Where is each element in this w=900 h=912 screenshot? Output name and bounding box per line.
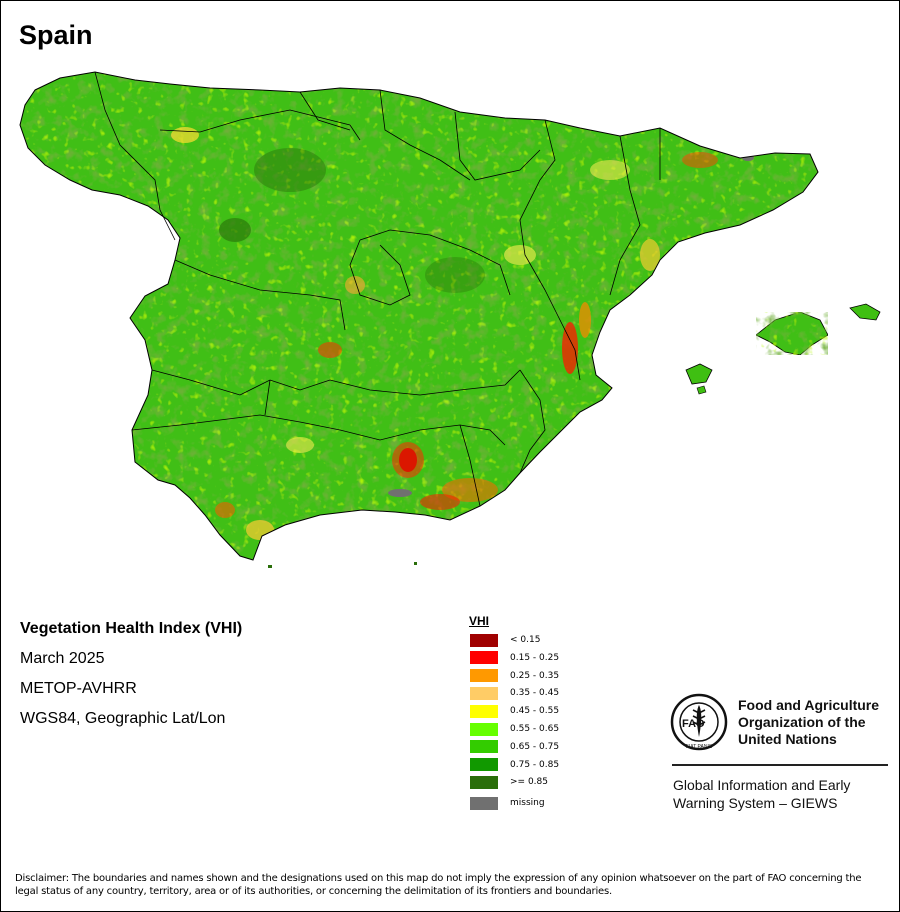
legend-swatch <box>470 651 498 665</box>
legend-label: 0.25 - 0.35 <box>510 670 560 681</box>
legend-label: < 0.15 <box>510 635 541 645</box>
legend-label: 0.55 - 0.65 <box>510 724 560 734</box>
legend-item: 0.65 - 0.75 <box>470 740 559 754</box>
legend-item: 0.35 - 0.45 <box>470 686 559 700</box>
legend-missing-label: missing <box>510 798 545 808</box>
legend-swatch <box>470 669 498 683</box>
legend-missing: missing <box>470 796 545 810</box>
balearic-islands <box>685 303 881 395</box>
map-title: Spain <box>19 20 93 50</box>
legend-title: VHI <box>469 614 490 628</box>
giews-line2: Warning System – GIEWS <box>673 795 838 811</box>
legend-swatch <box>470 775 498 789</box>
legend-label: 0.65 - 0.75 <box>510 741 560 752</box>
legend-swatch <box>470 722 498 736</box>
admin-boundaries <box>94 71 661 507</box>
legend-swatch <box>470 633 498 647</box>
missing-patch <box>388 489 412 497</box>
organization-name-line3: United Nations <box>738 731 837 747</box>
legend-swatch <box>470 686 498 700</box>
legend-missing-swatch <box>470 796 498 810</box>
vhi-map <box>19 71 881 568</box>
legend-item: >= 0.85 <box>470 775 548 789</box>
legend-label: 0.75 - 0.85 <box>510 759 560 770</box>
giews-name: Global Information and Early Warning Sys… <box>673 776 850 812</box>
map-projection: WGS84, Geographic Lat/Lon <box>20 710 226 727</box>
legend-label: 0.45 - 0.55 <box>510 706 560 717</box>
ceuta-marker <box>268 565 272 568</box>
map-period: March 2025 <box>20 650 105 667</box>
index-name: Vegetation Health Index (VHI) <box>20 620 243 637</box>
legend-swatch <box>470 758 498 772</box>
legend-item: 0.75 - 0.85 <box>470 758 559 772</box>
fao-logo-icon: FAO FIAT PANIS <box>670 693 728 751</box>
legend-item: 0.15 - 0.25 <box>470 651 559 665</box>
giews-line1: Global Information and Early <box>673 777 851 793</box>
legend-swatch <box>470 704 498 718</box>
legend-item: 0.55 - 0.65 <box>470 722 559 736</box>
organization-name-line2: Organization of the <box>738 714 866 730</box>
divider <box>672 764 888 766</box>
legend-item: 0.25 - 0.35 <box>470 669 559 683</box>
legend-item: < 0.15 <box>470 633 540 647</box>
disclaimer: Disclaimer: The boundaries and names sho… <box>15 873 862 897</box>
fao-logo-motto: FIAT PANIS <box>686 744 713 750</box>
organization-name-line1: Food and Agriculture <box>738 697 880 713</box>
map-sensor: METOP-AVHRR <box>20 680 137 697</box>
fao-logo-letter-f: FAO <box>682 718 705 730</box>
legend-label: 0.35 - 0.45 <box>510 688 560 699</box>
melilla-marker <box>414 562 417 565</box>
legend-label: >= 0.85 <box>510 777 548 788</box>
legend-item: 0.45 - 0.55 <box>470 704 559 718</box>
legend-swatch <box>470 740 498 754</box>
organization-name: Food and Agriculture Organization of the… <box>738 697 879 748</box>
legend-label: 0.15 - 0.25 <box>510 652 560 663</box>
